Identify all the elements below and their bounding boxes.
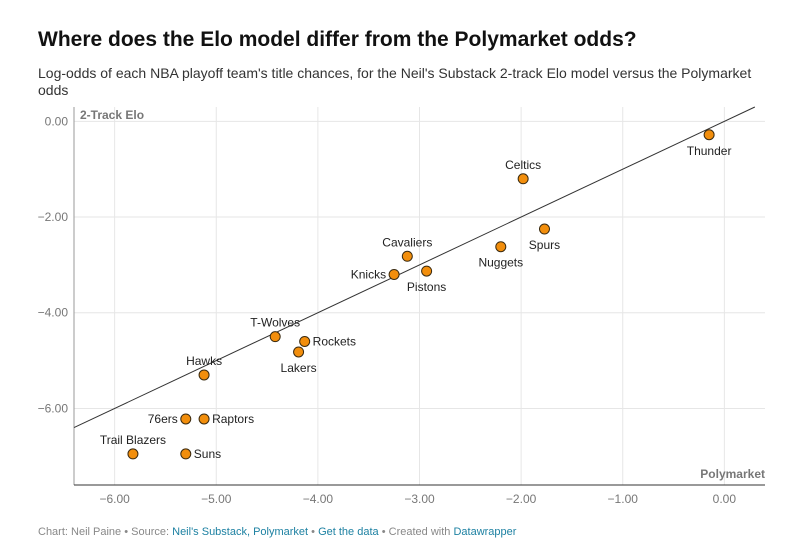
x-tick-label: 0.00 [713, 492, 737, 506]
data-point[interactable] [269, 331, 281, 343]
data-point[interactable] [180, 413, 192, 425]
data-label: Lakers [281, 361, 317, 375]
x-tick-label: −2.00 [506, 492, 537, 506]
y-tick-label: 0.00 [45, 114, 69, 128]
data-label: Celtics [505, 158, 541, 172]
data-label: Knicks [351, 267, 386, 281]
x-tick-label: −3.00 [404, 492, 435, 506]
data-point[interactable] [517, 173, 529, 185]
data-label: Thunder [687, 144, 732, 158]
data-label: 76ers [148, 412, 178, 426]
y-tick-label: −2.00 [38, 210, 69, 224]
data-label: Nuggets [478, 256, 523, 270]
reference-line [73, 106, 756, 429]
chart-footer: Chart: Neil Paine • Source: Neil's Subst… [38, 526, 516, 538]
data-label: T-Wolves [250, 316, 300, 330]
y-tick-label: −4.00 [38, 306, 69, 320]
data-point[interactable] [180, 448, 192, 460]
data-point[interactable] [703, 129, 715, 141]
data-label: Hawks [186, 354, 222, 368]
footer-separator: • [311, 526, 319, 538]
x-tick-label: −1.00 [608, 492, 639, 506]
data-point[interactable] [293, 346, 305, 358]
datawrapper-link[interactable]: Datawrapper [453, 526, 517, 538]
page-subtitle: Log-odds of each NBA playoff team's titl… [38, 65, 752, 98]
data-label: Raptors [212, 412, 254, 426]
data-label: Trail Blazers [100, 433, 166, 447]
chart-credit: Chart: Neil Paine [38, 526, 122, 538]
data-label: Cavaliers [382, 235, 432, 249]
x-tick-label: −5.00 [201, 492, 232, 506]
data-point[interactable] [538, 223, 550, 235]
data-label: Spurs [529, 238, 560, 252]
data-point[interactable] [388, 268, 400, 280]
footer-separator: • [124, 526, 132, 538]
x-tick-label: −4.00 [303, 492, 334, 506]
page-title: Where does the Elo model differ from the… [38, 28, 637, 51]
data-point[interactable] [421, 265, 433, 277]
y-axis-label: 2-Track Elo [80, 108, 144, 122]
data-label: Suns [194, 447, 221, 461]
created-with-text: Created with [388, 526, 451, 538]
data-point[interactable] [299, 335, 311, 347]
footer-separator: • [381, 526, 389, 538]
x-axis-label: Polymarket [700, 467, 765, 481]
source-label: Source: [131, 526, 170, 538]
data-point[interactable] [198, 413, 210, 425]
get-data-link[interactable]: Get the data [318, 526, 379, 538]
scatter-chart: −6.00 −5.00 −4.00 −3.00 −2.00 −1.00 0.00 0.00 −2… [38, 106, 765, 506]
data-label: Pistons [407, 280, 446, 294]
data-point[interactable] [495, 241, 507, 253]
data-point[interactable] [198, 369, 210, 381]
source-link[interactable]: Neil's Substack, Polymarket [172, 526, 309, 538]
data-point[interactable] [127, 448, 139, 460]
data-label: Rockets [313, 334, 356, 348]
data-point[interactable] [401, 250, 413, 262]
x-tick-label: −6.00 [99, 492, 130, 506]
y-tick-label: −6.00 [38, 401, 69, 415]
